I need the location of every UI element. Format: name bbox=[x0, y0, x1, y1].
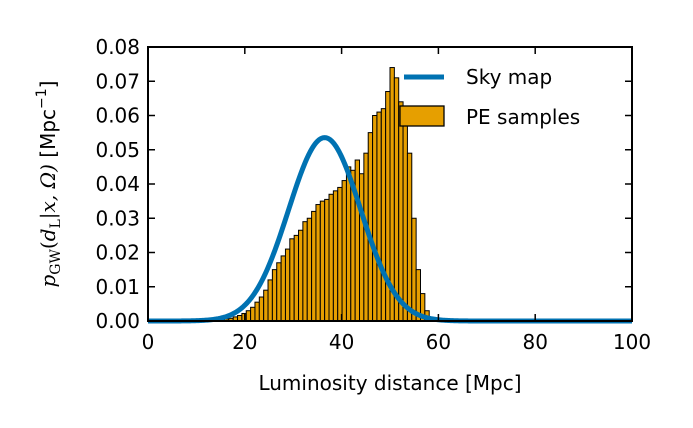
histogram-bar bbox=[293, 234, 300, 322]
legend-pe-samples-label: PE samples bbox=[466, 105, 580, 129]
histogram-bar bbox=[276, 262, 282, 322]
legend-pe-samples-swatch bbox=[399, 105, 445, 127]
histogram-bar bbox=[345, 166, 352, 322]
histogram-bar bbox=[402, 111, 408, 322]
histogram-bar bbox=[258, 296, 265, 322]
histogram-bar bbox=[332, 190, 339, 322]
histogram-bar bbox=[372, 115, 378, 322]
x-axis-label: Luminosity distance [Mpc] bbox=[258, 371, 521, 395]
histogram-bar bbox=[254, 301, 260, 322]
histogram-bar bbox=[306, 217, 313, 322]
y-axis-label-rest: |x, Ω) bbox=[36, 164, 61, 219]
y-tick-label: 0.08 bbox=[95, 35, 140, 59]
legend-sky-map-label: Sky map bbox=[466, 65, 552, 89]
y-axis-label-d: d bbox=[36, 228, 60, 241]
histogram-bar bbox=[393, 77, 400, 322]
x-tick-label: 0 bbox=[142, 330, 155, 354]
histogram-bar bbox=[324, 198, 330, 322]
y-tick-label: 0.05 bbox=[95, 138, 140, 162]
histogram-bar bbox=[359, 173, 365, 322]
histogram-bar bbox=[284, 248, 291, 322]
histogram-bar bbox=[411, 217, 417, 322]
y-tick-label: 0.02 bbox=[95, 241, 140, 265]
x-tick-label: 40 bbox=[329, 330, 354, 354]
y-tick-label: 0.04 bbox=[95, 172, 140, 196]
histogram-bar bbox=[328, 193, 334, 322]
histogram-bar bbox=[398, 101, 404, 322]
y-tick-label: 0.00 bbox=[95, 309, 140, 333]
y-axis-label-unit-sup: −1 bbox=[34, 88, 50, 109]
histogram-bars bbox=[215, 67, 443, 322]
x-tick-label: 80 bbox=[522, 330, 547, 354]
histogram-bar bbox=[267, 279, 273, 322]
histogram-bar bbox=[380, 108, 387, 322]
histogram-bar bbox=[376, 111, 382, 322]
y-tick-label: 0.07 bbox=[95, 69, 140, 93]
y-axis-label-unit-open: [Mpc bbox=[36, 109, 60, 164]
x-tick-label: 100 bbox=[613, 330, 651, 354]
y-axis-ticks: 0.00 0.01 0.02 0.03 0.04 0.05 0.06 0.07 0.08 bbox=[95, 35, 632, 333]
histogram-bar bbox=[315, 204, 321, 322]
x-axis-ticks: 0 20 40 60 80 100 bbox=[142, 47, 651, 354]
histogram-bar bbox=[271, 269, 278, 322]
histogram-bar bbox=[319, 200, 326, 322]
y-axis-label-open: ( bbox=[36, 241, 60, 249]
histogram-bar bbox=[354, 159, 361, 322]
histogram-bar bbox=[289, 238, 295, 322]
legend: Sky map PE samples bbox=[399, 65, 580, 129]
y-tick-label: 0.06 bbox=[95, 104, 140, 128]
histogram-bar bbox=[337, 186, 343, 322]
x-tick-label: 60 bbox=[426, 330, 451, 354]
histogram-bar bbox=[341, 180, 347, 322]
y-axis-label-unit-close: ] bbox=[36, 81, 60, 89]
y-axis-label-p-sub: GW bbox=[48, 249, 64, 275]
y-axis-label: pGW(dL|x, Ω) [Mpc−1] bbox=[34, 81, 64, 288]
y-axis-label-p: p bbox=[36, 275, 60, 288]
y-axis-label-d-sub: L bbox=[48, 219, 64, 228]
histogram-bar bbox=[406, 152, 413, 322]
histogram-bar bbox=[250, 306, 256, 322]
histogram-bar bbox=[302, 221, 308, 322]
histogram-bar bbox=[298, 229, 304, 322]
x-tick-label: 20 bbox=[232, 330, 257, 354]
y-tick-label: 0.01 bbox=[95, 275, 140, 299]
histogram-bar bbox=[263, 289, 269, 322]
y-tick-label: 0.03 bbox=[95, 206, 140, 230]
histogram-bar bbox=[311, 210, 317, 322]
histogram-bar bbox=[280, 255, 286, 322]
histogram-bar bbox=[245, 310, 252, 322]
